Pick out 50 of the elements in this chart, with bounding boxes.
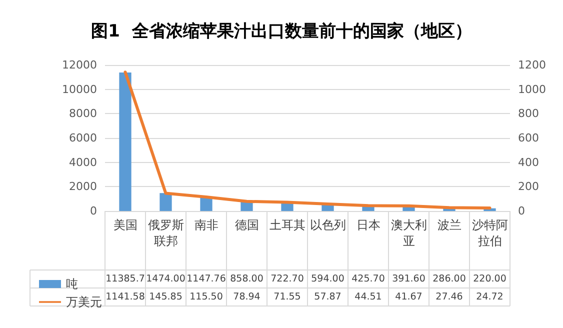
data-label: 11385.7 [106, 274, 145, 284]
x-tick-label: 俄罗斯联邦 [148, 218, 184, 248]
data-label: 57.87 [314, 292, 342, 302]
data-label: 425.70 [352, 274, 385, 284]
data-label: 41.67 [395, 292, 422, 302]
y2-tick-label: 400 [518, 156, 539, 169]
y2-tick-label: 1000 [518, 82, 546, 96]
x-tick-label: 南非 [194, 218, 218, 232]
data-label: 115.50 [190, 292, 223, 302]
y-tick-label: 6000 [69, 132, 97, 144]
y-tick-label: 8000 [69, 107, 97, 120]
y-tick-label: 0 [90, 204, 97, 218]
data-label: 27.46 [436, 292, 463, 302]
data-label: 44.51 [354, 292, 382, 302]
x-tick-label: 澳大利亚 [390, 218, 427, 248]
legend-label: 吨 [66, 277, 78, 291]
data-label: 391.60 [392, 274, 426, 284]
y2-tick-label: 600 [518, 132, 539, 144]
x-tick-label: 美国 [113, 218, 138, 232]
data-label: 858.00 [230, 274, 264, 284]
bar [160, 193, 172, 211]
data-label: 1141.58 [106, 292, 145, 302]
y-tick-label: 2000 [69, 180, 97, 194]
y2-tick-label: 0 [518, 204, 525, 218]
legend-label: 万美元 [66, 295, 102, 309]
data-label: 722.70 [270, 274, 304, 284]
data-label: 71.55 [274, 292, 301, 302]
x-tick-label: 土耳其 [269, 218, 306, 232]
data-label: 220.00 [473, 274, 506, 284]
data-label: 1474.00 [146, 274, 186, 284]
data-label: 24.72 [476, 292, 504, 302]
bar [119, 72, 132, 211]
x-tick-label: 日本 [356, 218, 380, 232]
data-label: 286.00 [432, 274, 466, 284]
y-tick-label: 12000 [62, 58, 97, 72]
x-tick-label: 波兰 [437, 218, 462, 232]
y-tick-label: 10000 [62, 82, 97, 96]
x-tick-label: 沙特阿拉伯 [472, 218, 508, 248]
y2-tick-label: 800 [518, 107, 539, 120]
data-label: 1147.76 [186, 274, 226, 284]
data-label: 78.94 [233, 292, 260, 302]
y2-tick-label: 1200 [518, 58, 546, 72]
data-label: 594.00 [311, 274, 344, 284]
chart-title: 图1 全省浓缩苹果汁出口数量前十的国家（地区） [91, 22, 472, 42]
y2-tick-label: 200 [518, 180, 539, 194]
line-series [124, 70, 492, 210]
x-tick-label: 以色列 [310, 218, 346, 232]
x-tick-label: 德国 [234, 218, 259, 232]
y-tick-label: 4000 [69, 156, 97, 169]
data-label: 145.85 [149, 292, 182, 302]
